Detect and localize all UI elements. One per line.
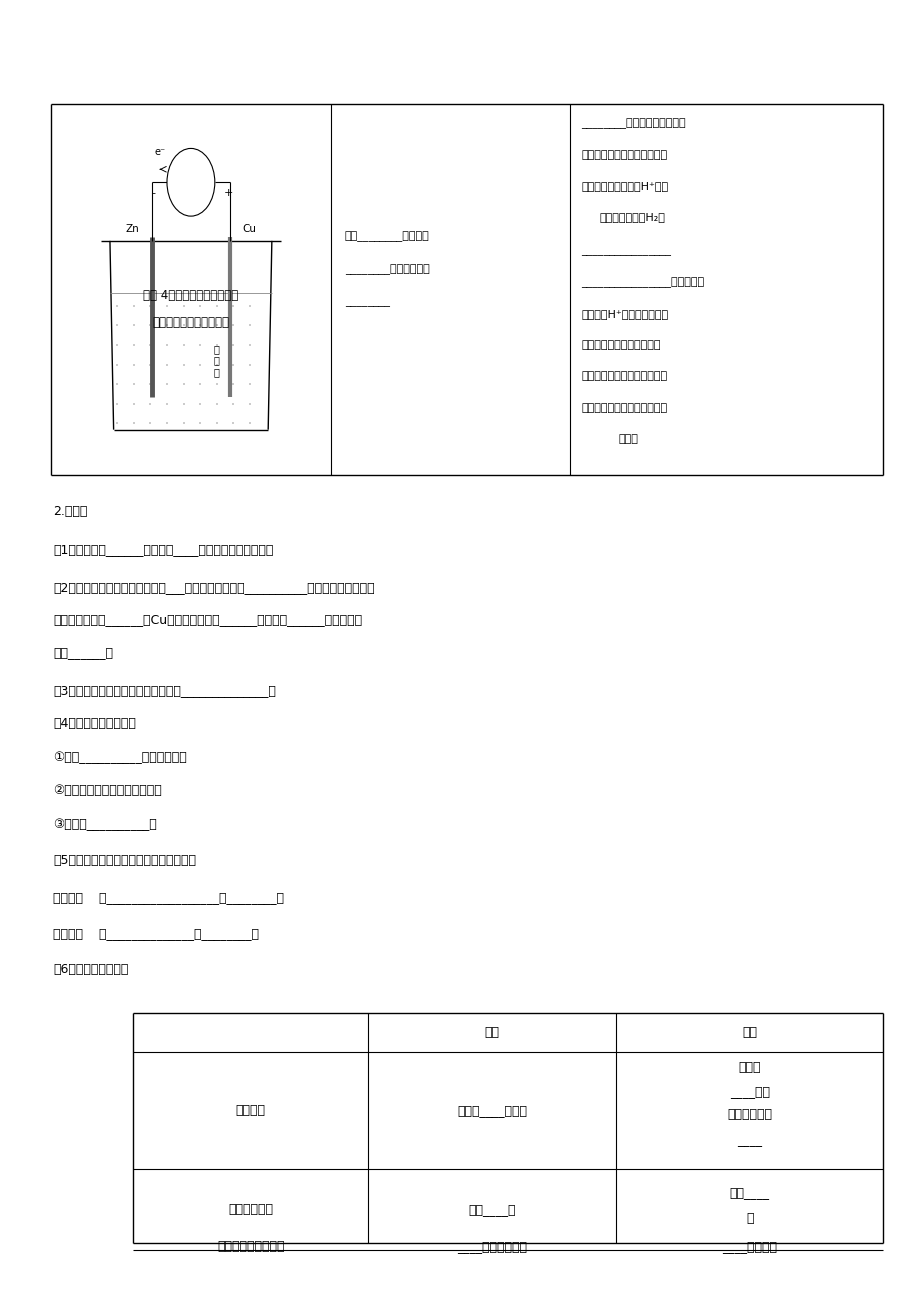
Text: 2.原电池: 2.原电池 [53,505,87,518]
Text: 近溶液中H⁺减少，锌电极附: 近溶液中H⁺减少，锌电极附 [581,309,668,319]
Text: 电子____: 电子____ [729,1186,769,1199]
Text: 活泼性: 活泼性 [738,1061,760,1074]
Text: （4）原电池的构成条件: （4）原电池的构成条件 [53,717,136,730]
Text: G: G [187,176,195,189]
Text: （6）正、负极的判断: （6）正、负极的判断 [53,963,129,976]
Text: 正极: 正极 [742,1026,756,1039]
Text: 导线，并经电流计流向铜片，: 导线，并经电流计流向铜片， [581,150,667,160]
Text: 负极: 负极 [484,1026,499,1039]
Text: 电子流动方向: 电子流动方向 [228,1203,273,1216]
Text: （5）电极材料及电极反应（铜锌原电池）: （5）电极材料及电极反应（铜锌原电池） [53,854,196,867]
Text: 稀
硫
酸: 稀 硫 酸 [213,344,220,378]
Text: 正极：（    ）______________（________）: 正极：（ ）______________（________） [53,927,259,940]
Text: 为电能: 为电能 [618,434,638,444]
Text: ________________。铜电极附: ________________。铜电极附 [581,277,704,288]
Text: ________，电子经锌电极流向: ________，电子经锌电极流向 [581,118,686,129]
Text: 铜片，溶液中的______在Cu片上得电子生成______，铜片作______，发生的反: 铜片，溶液中的______在Cu片上得电子生成______，铜片作______，… [53,613,362,626]
Text: ________: ________ [345,297,390,307]
Text: ____离子移向的极: ____离子移向的极 [457,1241,527,1253]
Text: 应为______。: 应为______。 [53,646,113,659]
Text: ________，电流计指针: ________，电流计指针 [345,264,429,275]
Text: ________________: ________________ [581,246,671,256]
Text: （1）概念：将______能转化为____能的装置称为原电池。: （1）概念：将______能转化为____能的装置称为原电池。 [53,543,274,556]
Text: 近溶液中增加的锌离子向铜: 近溶液中增加的锌离子向铜 [581,340,660,350]
Text: 流入铜电极的电子使H⁺发生: 流入铜电极的电子使H⁺发生 [581,181,668,191]
Text: ③电极间__________。: ③电极间__________。 [53,818,157,831]
Text: 电极附近移动，使电极和溶液: 电极附近移动，使电极和溶液 [581,371,667,381]
Text: +: + [223,187,233,198]
Text: Cu: Cu [243,224,256,234]
Circle shape [167,148,215,216]
Text: 形成电流回路，将化学能转化: 形成电流回路，将化学能转化 [581,402,667,413]
Text: （2）工作原理：锌失去电子，作___极，发生的反应为__________，电子通过导线流向: （2）工作原理：锌失去电子，作___极，发生的反应为__________，电子通… [53,581,375,594]
Text: e⁻: e⁻ [153,147,165,158]
Text: Zn: Zn [125,224,139,234]
Text: 电解质溶液中离子定: 电解质溶液中离子定 [217,1241,284,1253]
Text: 实验 4：在导线中间接一个灵: 实验 4：在导线中间接一个灵 [143,289,238,302]
Text: -: - [151,187,155,198]
Text: ____: ____ [736,1134,762,1147]
Text: 电子____极: 电子____极 [468,1203,516,1216]
Text: 还原反应，生成H₂：: 还原反应，生成H₂： [599,212,665,223]
Text: 属或能导电的: 属或能导电的 [727,1108,771,1121]
Text: ②能自发进行的氧化还原反应；: ②能自发进行的氧化还原反应； [53,784,162,797]
Text: ①具有__________的两个电极；: ①具有__________的两个电极； [53,751,187,764]
Text: 电极材料: 电极材料 [235,1104,266,1117]
Text: 极: 极 [745,1212,753,1225]
Text: ____离子移向: ____离子移向 [721,1241,777,1253]
Text: ____的金: ____的金 [729,1085,769,1098]
Text: 负极：（    ）__________________（________）: 负极：（ ）__________________（________） [53,891,284,904]
Text: （3）反应本质：原电池反应的本质是______________。: （3）反应本质：原电池反应的本质是______________。 [53,684,276,697]
Text: 锌片________，铜片上: 锌片________，铜片上 [345,232,429,242]
Text: 敏电流计，观察实验现象: 敏电流计，观察实验现象 [153,316,229,329]
Text: 活泼性____的金属: 活泼性____的金属 [457,1104,527,1117]
